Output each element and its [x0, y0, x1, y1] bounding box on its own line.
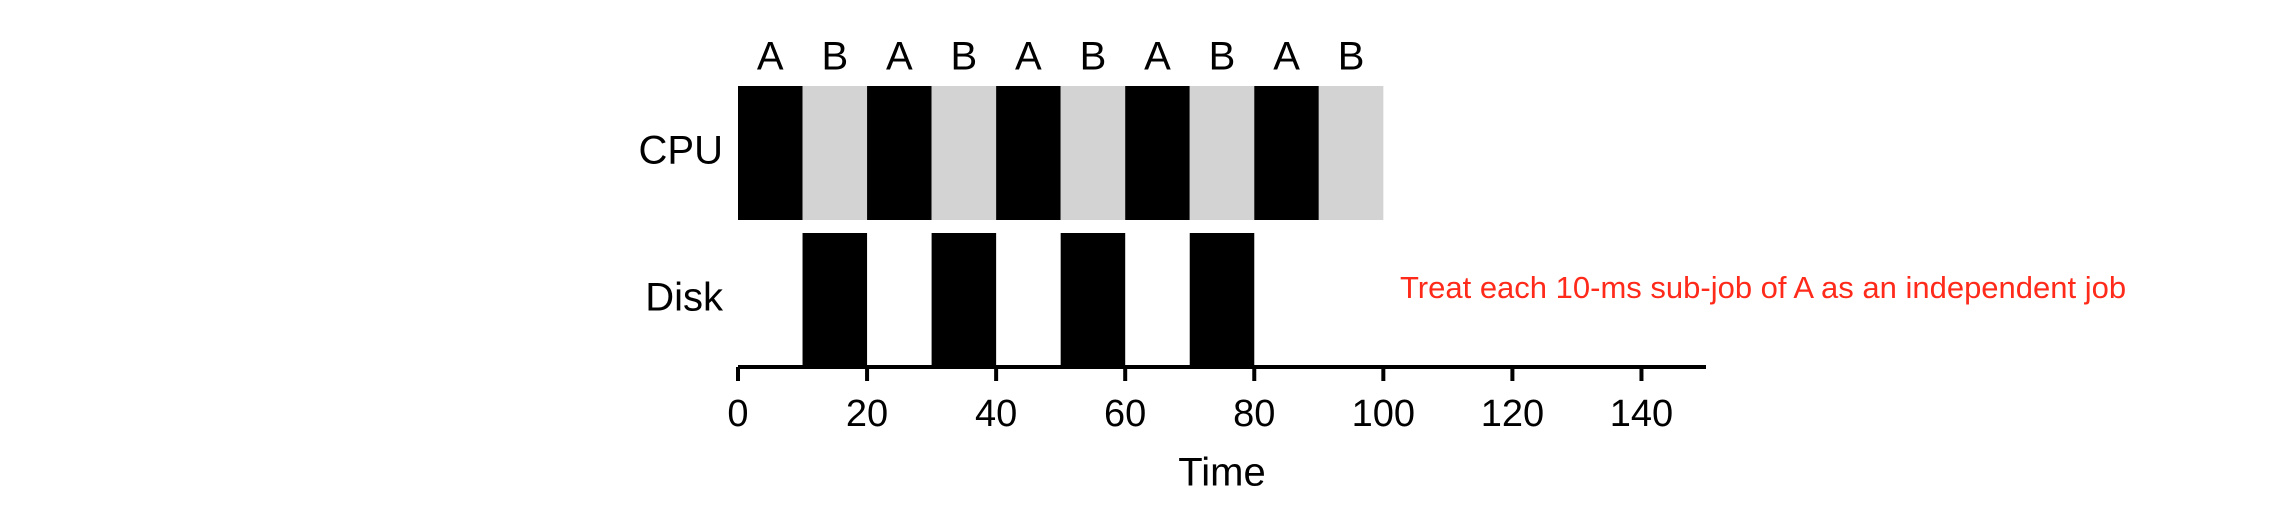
segment-label: B [951, 35, 978, 79]
segment [996, 86, 1061, 220]
segment [802, 86, 868, 220]
segment [1318, 86, 1384, 220]
segment [1060, 233, 1126, 367]
segment [738, 86, 803, 220]
segment [1254, 86, 1319, 220]
annotation: Treat each 10-ms sub-job of A as an inde… [1400, 270, 2126, 305]
segment [931, 233, 997, 367]
segment-label: A [1144, 35, 1171, 79]
segment [1189, 233, 1255, 367]
x-tick-label: 100 [1352, 393, 1415, 435]
x-tick-label: 0 [727, 393, 748, 435]
segment-label: B [1338, 35, 1365, 79]
x-axis-label: Time [1178, 451, 1265, 495]
x-tick-label: 140 [1610, 393, 1673, 435]
segment [1125, 86, 1190, 220]
segment [1189, 86, 1255, 220]
x-tick-label: 60 [1104, 393, 1146, 435]
x-tick-label: 40 [975, 393, 1017, 435]
segment-label: B [1080, 35, 1107, 79]
segment [931, 86, 997, 220]
x-tick-label: 80 [1233, 393, 1275, 435]
row-label: CPU [639, 129, 723, 173]
x-tick-label: 20 [846, 393, 888, 435]
segment [1060, 86, 1126, 220]
segment-label: A [886, 35, 913, 79]
segment [867, 86, 932, 220]
segment-label: B [821, 35, 848, 79]
segment-label: A [1273, 35, 1300, 79]
segment-label: B [1209, 35, 1236, 79]
row-label: Disk [645, 276, 724, 320]
segment [802, 233, 868, 367]
x-tick-label: 120 [1481, 393, 1544, 435]
segment-label: A [757, 35, 784, 79]
segment-label: A [1015, 35, 1042, 79]
